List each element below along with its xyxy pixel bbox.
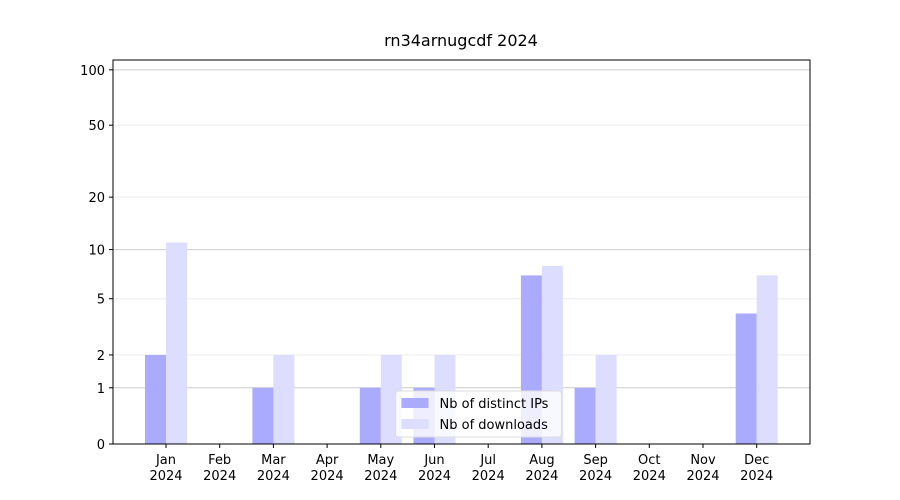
x-tick-label: Nov 2024 <box>686 453 720 484</box>
x-tick-label: Dec 2024 <box>740 453 774 484</box>
bar <box>595 354 617 444</box>
x-tick-label: Sep 2024 <box>579 453 613 484</box>
y-tick-label: 20 <box>88 191 105 206</box>
x-tick-label: May 2024 <box>364 453 398 484</box>
x-tick-label: Mar 2024 <box>256 453 290 484</box>
bar <box>756 275 778 444</box>
bar <box>145 354 166 444</box>
y-tick-label: 2 <box>97 349 105 364</box>
legend-swatch <box>401 398 429 408</box>
bar <box>166 242 187 444</box>
x-tick-label: Jan 2024 <box>149 453 183 484</box>
bar <box>273 354 295 444</box>
x-tick-label: Feb 2024 <box>203 453 237 484</box>
legend-label: Nb of distinct IPs <box>440 397 549 412</box>
y-tick-label: 0 <box>97 438 105 453</box>
x-tick-label: Jun 2024 <box>417 453 452 484</box>
legend-label: Nb of downloads <box>440 418 549 433</box>
legend-box <box>395 390 562 438</box>
y-tick-label: 10 <box>88 244 105 259</box>
x-tick-label: Aug 2024 <box>525 453 559 484</box>
y-tick-label: 50 <box>88 119 105 134</box>
bar <box>252 387 274 444</box>
y-tick-label: 100 <box>80 64 105 79</box>
x-tick-label: Jul 2024 <box>471 453 505 484</box>
bar <box>735 313 757 444</box>
x-tick-label: Apr 2024 <box>310 453 344 484</box>
bar <box>359 387 381 444</box>
plot-frame <box>112 59 811 445</box>
legend: Nb of distinct IPs Nb of downloads <box>395 390 562 438</box>
y-tick-label: 5 <box>97 293 105 308</box>
y-tick-label: 1 <box>97 382 105 397</box>
x-tick-label: Oct 2024 <box>632 453 666 484</box>
bar <box>574 387 596 444</box>
chart-title: rn34arnugcdf 2024 <box>384 31 538 50</box>
legend-swatch <box>401 419 429 429</box>
